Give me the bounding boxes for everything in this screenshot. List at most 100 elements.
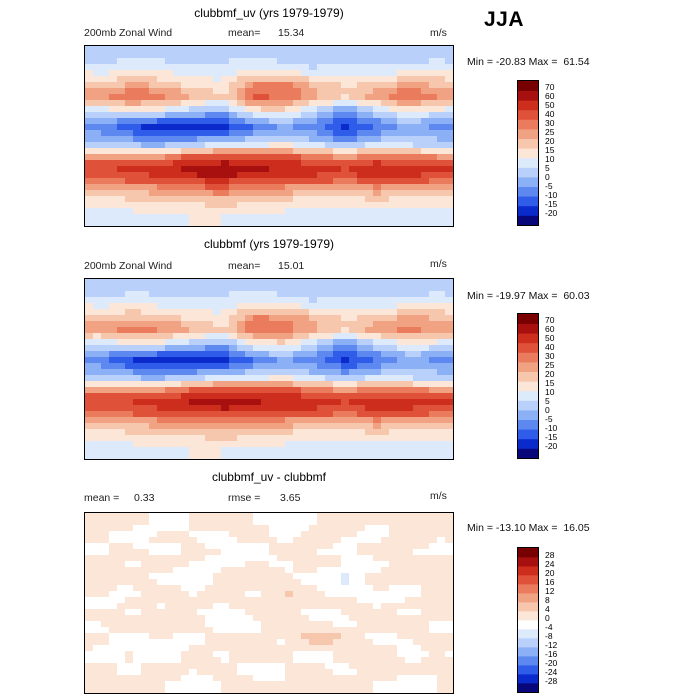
heatmap-cell: [189, 208, 198, 215]
heatmap-cell: [229, 411, 238, 418]
heatmap-cell: [389, 327, 398, 334]
heatmap-cell: [197, 405, 206, 412]
heatmap-cell: [301, 88, 310, 95]
heatmap-cell: [413, 663, 422, 670]
heatmap-cell: [245, 76, 254, 83]
heatmap-cell: [429, 154, 438, 161]
heatmap-cell: [205, 663, 214, 670]
heatmap-cell: [141, 387, 150, 394]
heatmap-cell: [205, 70, 214, 77]
heatmap-cell: [317, 387, 326, 394]
heatmap-cell: [205, 585, 214, 592]
heatmap-cell: [373, 519, 382, 526]
heatmap-cell: [237, 178, 246, 185]
heatmap-cell: [317, 435, 326, 442]
heatmap-cell: [421, 148, 430, 155]
heatmap-cell: [85, 94, 94, 101]
heatmap-cell: [133, 142, 142, 149]
cbar-label: 30: [545, 351, 555, 361]
heatmap-cell: [325, 387, 334, 394]
heatmap-cell: [205, 525, 214, 532]
heatmap-cell: [309, 519, 318, 526]
heatmap-cell: [181, 627, 190, 634]
heatmap-cell: [245, 136, 254, 143]
heatmap-cell: [405, 369, 414, 376]
heatmap-cell: [245, 333, 254, 340]
heatmap-cell: [229, 543, 238, 550]
heatmap-cell: [133, 519, 142, 526]
heatmap-cell: [389, 297, 398, 304]
heatmap-cell: [405, 166, 414, 173]
heatmap-cell: [85, 381, 94, 388]
heatmap-cell: [205, 136, 214, 143]
heatmap-cell: [85, 543, 94, 550]
heatmap-cell: [349, 435, 358, 442]
heatmap-cell: [181, 615, 190, 622]
heatmap-cell: [389, 321, 398, 328]
heatmap-cell: [293, 417, 302, 424]
heatmap-cell: [165, 453, 174, 459]
heatmap-cell: [261, 154, 270, 161]
heatmap-cell: [293, 639, 302, 646]
heatmap-cell: [157, 363, 166, 370]
heatmap-cell: [277, 202, 286, 209]
panel-1-minmax: Min = -20.83 Max = 61.54: [467, 56, 590, 68]
heatmap-cell: [437, 196, 446, 203]
heatmap-cell: [437, 519, 446, 526]
heatmap-cell: [253, 363, 262, 370]
heatmap-cell: [365, 124, 374, 131]
heatmap-cell: [229, 393, 238, 400]
panel-3-colorbar-swatches: [518, 548, 538, 693]
heatmap-cell: [173, 214, 182, 221]
heatmap-cell: [421, 609, 430, 616]
heatmap-cell: [365, 609, 374, 616]
heatmap-cell: [213, 387, 222, 394]
heatmap-cell: [101, 285, 110, 292]
heatmap-cell: [269, 579, 278, 586]
cbar-label: -28: [545, 676, 558, 686]
heatmap-cell: [261, 118, 270, 125]
heatmap-cell: [165, 615, 174, 622]
heatmap-cell: [421, 76, 430, 83]
heatmap-cell: [277, 208, 286, 215]
heatmap-cell: [301, 615, 310, 622]
heatmap-cell: [333, 621, 342, 628]
heatmap-cell: [149, 279, 158, 286]
heatmap-cell: [277, 124, 286, 131]
heatmap-cell: [165, 172, 174, 179]
heatmap-cell: [405, 136, 414, 143]
heatmap-cell: [349, 130, 358, 137]
heatmap-cell: [333, 154, 342, 161]
heatmap-cell: [117, 321, 126, 328]
heatmap-cell: [277, 184, 286, 191]
heatmap-cell: [325, 531, 334, 538]
heatmap-cell: [365, 591, 374, 598]
heatmap-cell: [365, 154, 374, 161]
heatmap-cell: [349, 82, 358, 89]
heatmap-cell: [229, 441, 238, 448]
heatmap-cell: [261, 208, 270, 215]
heatmap-cell: [165, 639, 174, 646]
heatmap-cell: [429, 537, 438, 544]
heatmap-cell: [93, 196, 102, 203]
heatmap-cell: [101, 303, 110, 310]
heatmap-cell: [181, 675, 190, 682]
heatmap-cell: [197, 609, 206, 616]
heatmap-cell: [221, 387, 230, 394]
heatmap-cell: [445, 537, 453, 544]
heatmap-cell: [349, 615, 358, 622]
heatmap-cell: [341, 687, 350, 693]
heatmap-cell: [317, 64, 326, 71]
heatmap-cell: [373, 291, 382, 298]
heatmap-cell: [445, 100, 453, 107]
heatmap-cell: [429, 651, 438, 658]
heatmap-cell: [349, 208, 358, 215]
heatmap-cell: [269, 417, 278, 424]
heatmap-cell: [141, 339, 150, 346]
heatmap-cell: [101, 321, 110, 328]
heatmap-cell: [421, 597, 430, 604]
heatmap-cell: [397, 405, 406, 412]
heatmap-cell: [357, 327, 366, 334]
heatmap-cell: [181, 58, 190, 65]
heatmap-cell: [261, 88, 270, 95]
